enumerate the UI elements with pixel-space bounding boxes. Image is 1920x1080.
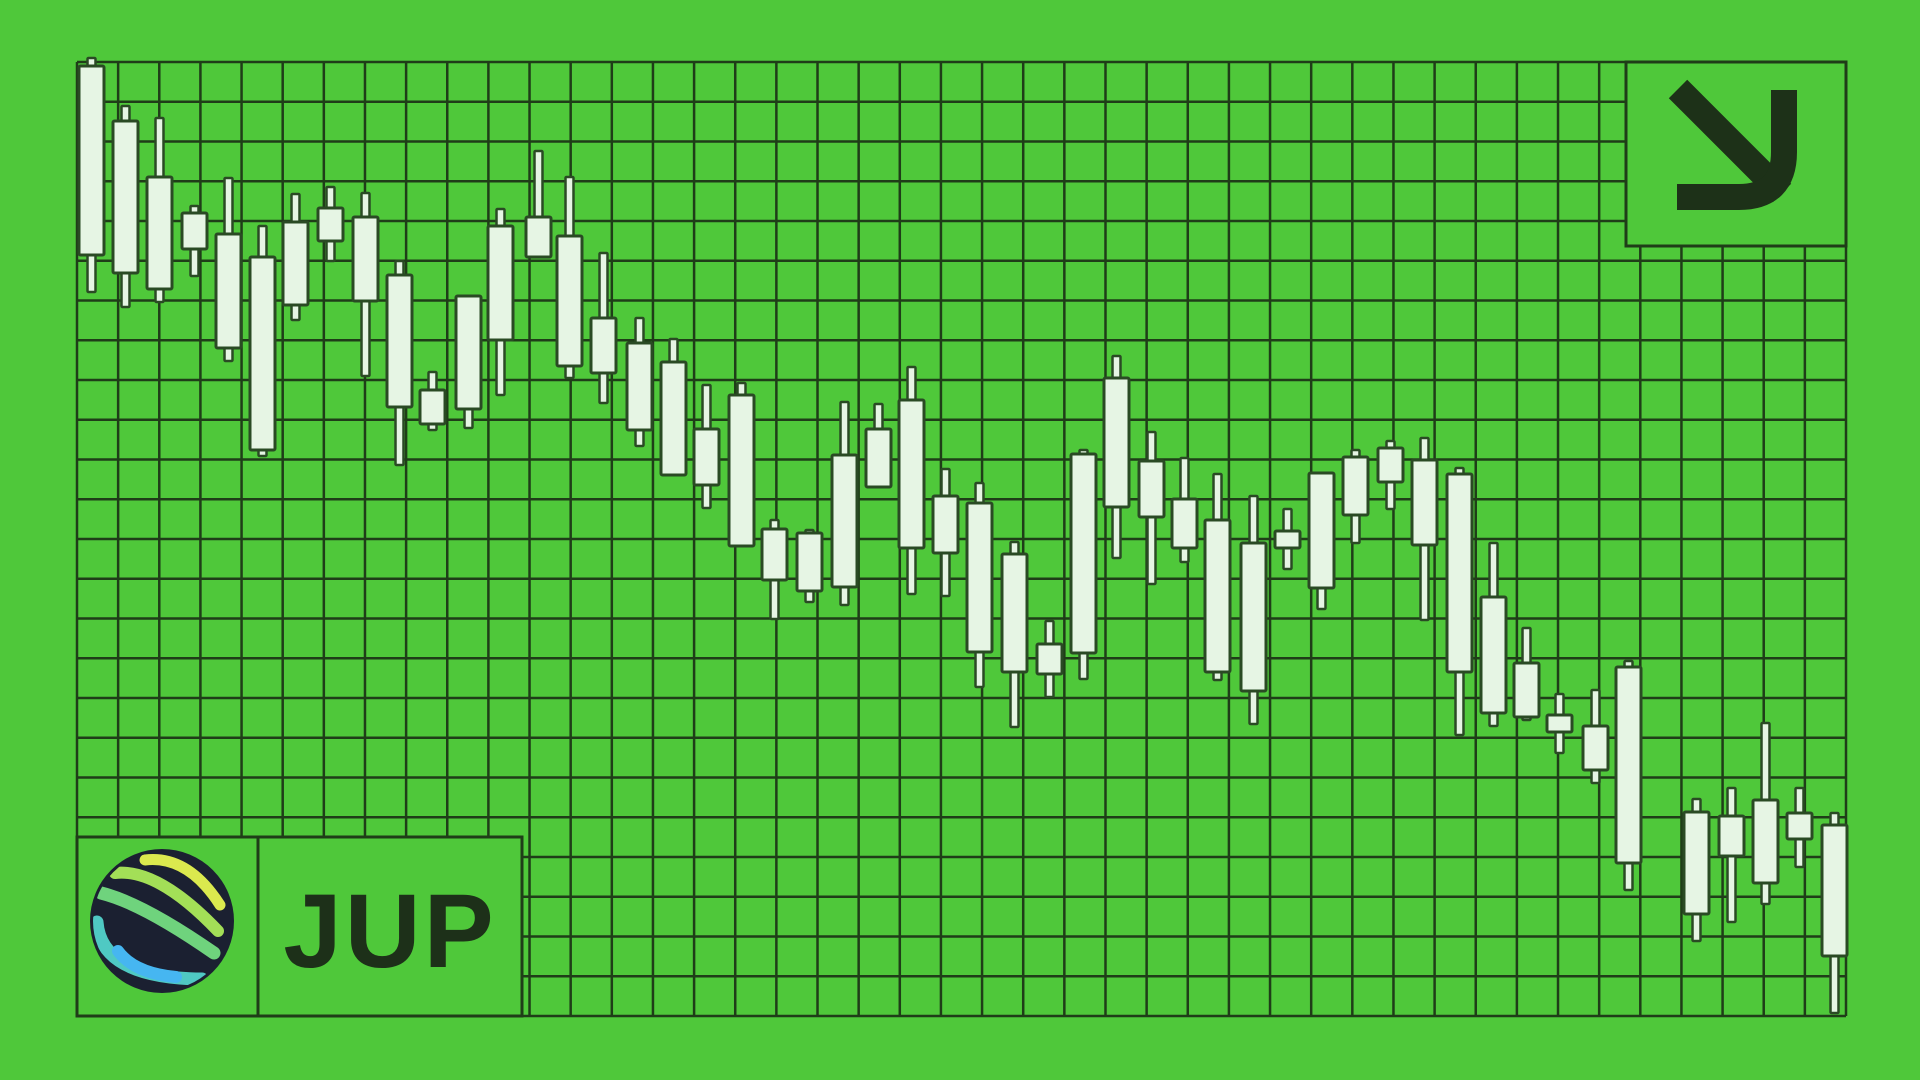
candle-body bbox=[1445, 472, 1474, 674]
candle-body bbox=[1682, 810, 1711, 916]
candle-body bbox=[1717, 814, 1746, 858]
jup-label: JUP bbox=[283, 873, 496, 990]
candle-lower-wick bbox=[1454, 666, 1465, 737]
candle-body bbox=[1069, 452, 1098, 655]
candle-upper-wick bbox=[1212, 472, 1223, 526]
candle-body bbox=[864, 427, 893, 489]
candle-body bbox=[1512, 661, 1541, 719]
candle-upper-wick bbox=[1488, 541, 1499, 603]
candle-body bbox=[1273, 529, 1302, 550]
candle-body bbox=[1751, 798, 1780, 885]
candle-upper-wick bbox=[1521, 626, 1532, 669]
candle-body bbox=[1614, 665, 1643, 865]
candle-body bbox=[830, 453, 859, 589]
candle-upper-wick bbox=[564, 175, 575, 242]
candle-body bbox=[727, 393, 756, 548]
candle-upper-wick bbox=[154, 116, 165, 183]
candle-lower-wick bbox=[394, 401, 405, 467]
candle-lower-wick bbox=[769, 574, 780, 621]
candle-body bbox=[1820, 823, 1849, 958]
candle-body bbox=[1000, 552, 1029, 674]
candle-upper-wick bbox=[1248, 494, 1259, 549]
candle-lower-wick bbox=[1248, 685, 1259, 726]
candle-lower-wick bbox=[1829, 950, 1840, 1015]
candle-upper-wick bbox=[906, 365, 917, 406]
candle-lower-wick bbox=[940, 547, 951, 598]
candle-body bbox=[965, 501, 994, 654]
jupiter-planet-icon bbox=[90, 849, 234, 993]
candle-body bbox=[248, 255, 277, 452]
candle-lower-wick bbox=[495, 334, 506, 397]
planet-stripe bbox=[139, 854, 226, 911]
candle-upper-wick bbox=[1590, 688, 1601, 732]
candle-body bbox=[1785, 811, 1814, 841]
candle-upper-wick bbox=[533, 149, 544, 223]
candle-body bbox=[659, 360, 688, 477]
candle-upper-wick bbox=[598, 251, 609, 324]
candle-lower-wick bbox=[1009, 666, 1020, 729]
candle-body bbox=[589, 316, 618, 375]
planet-stripes bbox=[93, 854, 226, 986]
planet-stripe bbox=[109, 866, 224, 937]
candle-lower-wick bbox=[86, 249, 97, 294]
candle-body bbox=[1376, 446, 1405, 484]
candle-body bbox=[77, 64, 106, 257]
candle-body bbox=[625, 341, 654, 432]
candle-upper-wick bbox=[839, 400, 850, 461]
candle-body bbox=[524, 215, 553, 259]
candle-body bbox=[418, 388, 447, 426]
candle-body bbox=[1545, 713, 1574, 734]
candle-upper-wick bbox=[1760, 721, 1771, 806]
candlestick-series bbox=[77, 56, 1849, 1015]
jup-logo: JUP bbox=[75, 835, 524, 1018]
planet-stripe bbox=[94, 886, 221, 960]
candle-body bbox=[1137, 459, 1166, 519]
candle-lower-wick bbox=[120, 267, 131, 309]
candle-lower-wick bbox=[1146, 511, 1157, 586]
candle-lower-wick bbox=[906, 542, 917, 596]
candle-body bbox=[1170, 497, 1199, 550]
candle-body bbox=[281, 220, 310, 307]
candle-body bbox=[454, 294, 483, 411]
candle-lower-wick bbox=[1419, 539, 1430, 622]
candle-body bbox=[214, 232, 243, 350]
candle-body bbox=[1203, 518, 1232, 674]
candle-body bbox=[1410, 458, 1439, 547]
candle-upper-wick bbox=[1179, 456, 1190, 505]
candle-body bbox=[1341, 455, 1370, 517]
down-right-arrow-badge bbox=[1624, 60, 1848, 248]
candle-body bbox=[760, 527, 789, 582]
candle-body bbox=[931, 494, 960, 555]
planet-stripe bbox=[112, 945, 182, 983]
candle-lower-wick bbox=[974, 646, 985, 689]
candle-body bbox=[795, 531, 824, 593]
candle-upper-wick bbox=[701, 383, 712, 435]
candle-body bbox=[555, 234, 584, 368]
candle-body bbox=[180, 211, 209, 251]
arrow-head-curve bbox=[1677, 90, 1797, 210]
candle-body bbox=[692, 427, 721, 487]
candle-upper-wick bbox=[223, 176, 234, 240]
candle-body bbox=[1239, 541, 1268, 693]
candle-lower-wick bbox=[1111, 501, 1122, 560]
candle-body bbox=[486, 224, 515, 342]
candle-lower-wick bbox=[360, 295, 371, 378]
candle-body bbox=[111, 119, 140, 275]
candle-body bbox=[1581, 724, 1610, 772]
logo-label-box bbox=[256, 835, 524, 1018]
candle-body bbox=[1479, 595, 1508, 715]
candle-body bbox=[1307, 471, 1336, 590]
candle-body bbox=[1035, 642, 1064, 676]
candle-body bbox=[1102, 376, 1131, 509]
candle-body bbox=[385, 273, 414, 409]
candle-body bbox=[897, 398, 926, 550]
candle-body bbox=[351, 215, 380, 303]
candle-body bbox=[316, 206, 345, 243]
candle-lower-wick bbox=[1726, 850, 1737, 924]
candle-body bbox=[145, 175, 174, 291]
